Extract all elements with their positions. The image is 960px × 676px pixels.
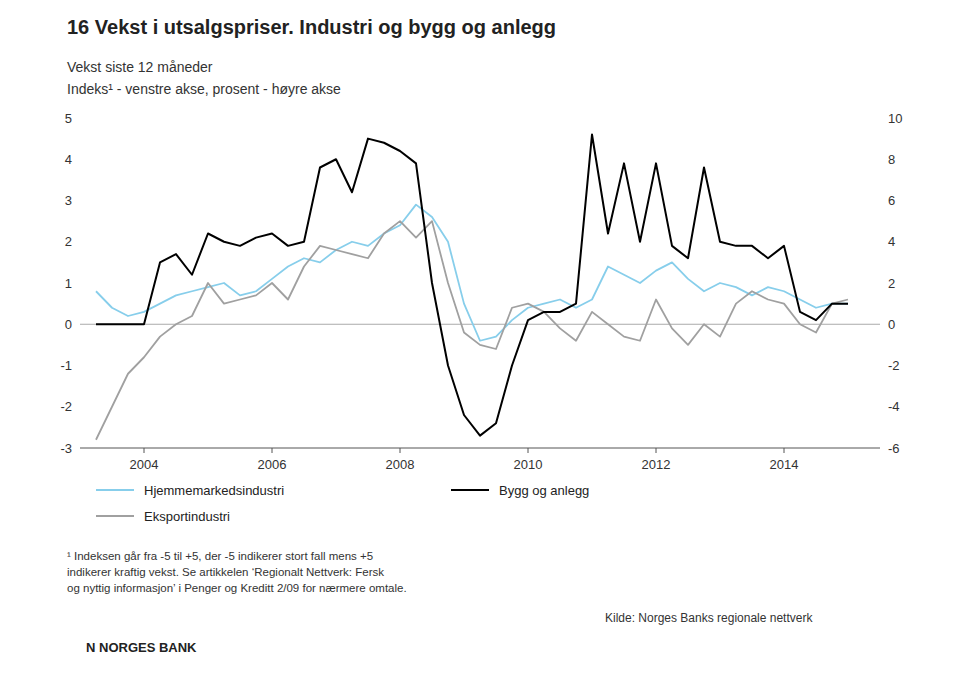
series-line	[96, 135, 848, 436]
y-tick-label: 2	[65, 234, 72, 249]
x-tick-label: 2008	[386, 457, 415, 472]
source: Kilde: Norges Banks regionale nettverk	[605, 611, 813, 625]
x-axis-line	[80, 448, 880, 449]
logo-text: N NORGES BANK	[86, 640, 197, 655]
y2-tick-label: -2	[888, 358, 900, 373]
axes: -3 -2 -1 0 1 2 3 4 5 -6 -4 -2 0 2 4 6 8 10 2004 2006 2008 201…	[60, 111, 902, 473]
x-tick-label: 2014	[770, 457, 799, 472]
x-tick-label: 2012	[642, 457, 671, 472]
legend-item: Hjemmemarkedsindustri	[96, 483, 284, 498]
x-tick	[272, 448, 273, 453]
x-tick	[400, 448, 401, 453]
y2-tick-label: 8	[888, 152, 895, 167]
zero-line	[80, 324, 880, 325]
x-tick-label: 2004	[130, 457, 159, 472]
y-tick-label: -3	[60, 441, 72, 456]
series-line	[96, 205, 848, 341]
y-tick-label: 1	[65, 276, 72, 291]
footnote-line: indikerer kraftig vekst. Se artikkelen ‘…	[67, 566, 384, 578]
legend-swatch	[451, 489, 489, 491]
footnote: ¹ Indeksen går fra -5 til +5, der -5 ind…	[67, 550, 407, 594]
subtitle: Vekst siste 12 måneder	[67, 59, 213, 75]
y-tick-label: 0	[65, 317, 72, 332]
legend-label: Hjemmemarkedsindustri	[144, 483, 284, 498]
x-tick	[144, 448, 145, 453]
y2-tick-label: 2	[888, 276, 895, 291]
x-tick	[784, 448, 785, 453]
x-tick	[656, 448, 657, 453]
y-tick-label: 3	[65, 193, 72, 208]
footnote-line: ¹ Indeksen går fra -5 til +5, der -5 ind…	[67, 550, 373, 562]
y-tick-label: -1	[60, 358, 72, 373]
legend-swatch	[96, 489, 134, 491]
y2-tick-label: 4	[888, 234, 895, 249]
subtitle: Indeks¹ - venstre akse, prosent - høyre …	[67, 81, 341, 97]
legend: Hjemmemarkedsindustri Eksportindustri Bygg…	[96, 483, 589, 524]
y2-tick-label: 0	[888, 317, 895, 332]
y2-tick-label: 10	[888, 111, 902, 126]
series-line	[96, 221, 848, 440]
plot-area	[96, 135, 848, 440]
x-tick-label: 2010	[514, 457, 543, 472]
legend-label: Bygg og anlegg	[499, 483, 589, 498]
legend-item: Bygg og anlegg	[451, 483, 589, 498]
legend-swatch	[96, 515, 134, 517]
chart: 16 Vekst i utsalgspriser. Industri og by…	[0, 0, 960, 676]
title: 16 Vekst i utsalgspriser. Industri og by…	[67, 16, 556, 38]
x-tick	[528, 448, 529, 453]
y2-tick-label: 6	[888, 193, 895, 208]
x-tick-label: 2006	[258, 457, 287, 472]
y-tick-label: 5	[65, 111, 72, 126]
y-tick-label: -2	[60, 399, 72, 414]
legend-item: Eksportindustri	[96, 509, 230, 524]
footnote-line: og nyttig informasjon’ i Penger og Kredi…	[67, 582, 407, 594]
y2-tick-label: -6	[888, 441, 900, 456]
legend-label: Eksportindustri	[144, 509, 230, 524]
y-tick-label: 4	[65, 152, 72, 167]
y2-tick-label: -4	[888, 399, 900, 414]
